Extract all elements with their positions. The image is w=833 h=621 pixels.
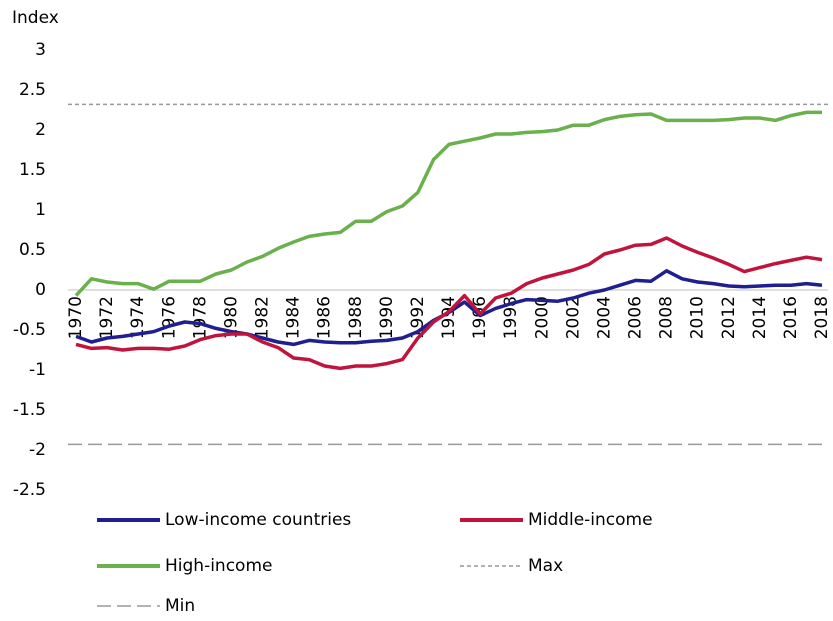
- y-tick-label: 1.5: [19, 160, 46, 180]
- legend-label: Middle-income: [528, 510, 653, 530]
- y-tick-label: -1.5: [13, 400, 46, 420]
- x-tick-label: 1978: [190, 296, 210, 339]
- x-tick-label: 2010: [688, 296, 708, 339]
- x-tick-label: 2004: [594, 296, 614, 339]
- y-tick-label: -2: [29, 440, 46, 460]
- y-tick-label: -0.5: [13, 320, 46, 340]
- x-tick-label: 2000: [532, 296, 552, 339]
- x-tick-label: 1970: [66, 296, 86, 339]
- y-tick-label: 0.5: [19, 240, 46, 260]
- x-tick-label: 2012: [719, 296, 739, 339]
- legend-label: Low-income countries: [165, 510, 351, 530]
- x-tick-label: 2016: [781, 296, 801, 339]
- x-tick-label: 1980: [221, 296, 241, 339]
- x-tick-label: 1976: [159, 296, 179, 339]
- y-tick-label: 2.5: [19, 80, 46, 100]
- y-tick-label: 0: [35, 280, 46, 300]
- line: [75, 236, 823, 371]
- legend-label: High-income: [165, 556, 272, 576]
- x-tick-label: 1996: [470, 296, 490, 339]
- x-tick-label: 2002: [563, 296, 583, 339]
- x-tick-label: 2014: [750, 296, 770, 339]
- x-tick-label: 2006: [626, 296, 646, 339]
- x-tick-label: 2008: [657, 296, 677, 339]
- y-tick-label: -1: [29, 360, 46, 380]
- y-axis-label: Index: [12, 8, 59, 28]
- legend-label: Max: [528, 556, 563, 576]
- x-tick-label: 1974: [128, 296, 148, 339]
- y-tick-label: -2.5: [13, 480, 46, 500]
- line: [74, 110, 822, 297]
- x-tick-label: 1988: [346, 296, 366, 339]
- y-tick-label: 3: [35, 40, 46, 60]
- legend-label: Min: [165, 596, 195, 616]
- y-tick-label: 2: [35, 120, 46, 140]
- y-tick-label: 1: [35, 200, 46, 220]
- x-tick-label: 2018: [812, 296, 832, 339]
- x-tick-label: 1986: [315, 296, 335, 339]
- x-tick-label: 1984: [284, 296, 304, 339]
- x-tick-label: 1972: [97, 296, 117, 339]
- x-tick-label: 1990: [377, 296, 397, 339]
- x-tick-label: 1982: [253, 296, 273, 339]
